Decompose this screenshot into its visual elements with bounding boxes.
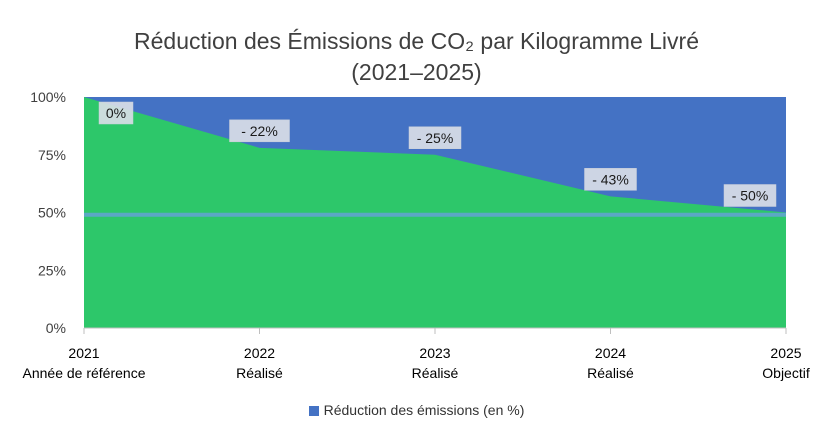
data-label: - 43%: [592, 171, 629, 187]
x-tick-sublabel: Réalisé: [412, 365, 459, 381]
x-tick-label: 2023: [419, 345, 450, 361]
remaining-emissions-area: [84, 97, 786, 328]
data-label-box: [229, 119, 290, 143]
x-tick-label: 2025: [770, 345, 801, 361]
chart-title-line-2: (2021–2025): [351, 59, 482, 85]
x-tick-label: 2024: [595, 345, 626, 361]
x-tick-label: 2022: [244, 345, 275, 361]
data-label-box: [584, 168, 637, 191]
data-label: - 50%: [732, 188, 769, 204]
legend: Réduction des émissions (en %): [0, 402, 833, 418]
data-label-box: [98, 101, 134, 125]
x-tick-sublabel: Réalisé: [236, 365, 283, 381]
x-tick-sublabel: Réalisé: [587, 365, 634, 381]
legend-swatch: [308, 406, 319, 416]
y-tick-label: 100%: [30, 89, 66, 105]
x-tick-label: 2021: [68, 345, 99, 361]
y-tick-label: 75%: [38, 147, 66, 163]
y-tick-label: 0%: [46, 320, 66, 336]
x-tick-sublabel: Année de référence: [23, 365, 146, 381]
data-label: - 25%: [417, 130, 454, 146]
y-tick-label: 25%: [38, 262, 66, 278]
chart-title: Réduction des Émissions de CO₂ par Kilog…: [0, 26, 833, 88]
x-tick-sublabel: Objectif: [762, 365, 810, 381]
y-tick-label: 50%: [38, 205, 66, 221]
legend-label: Réduction des émissions (en %): [323, 402, 525, 418]
data-label-box: [408, 126, 462, 149]
data-label-box: [723, 184, 777, 207]
chart-title-line-1: Réduction des Émissions de CO₂ par Kilog…: [134, 28, 699, 54]
data-label: 0%: [106, 105, 126, 121]
data-label: - 22%: [241, 123, 278, 139]
